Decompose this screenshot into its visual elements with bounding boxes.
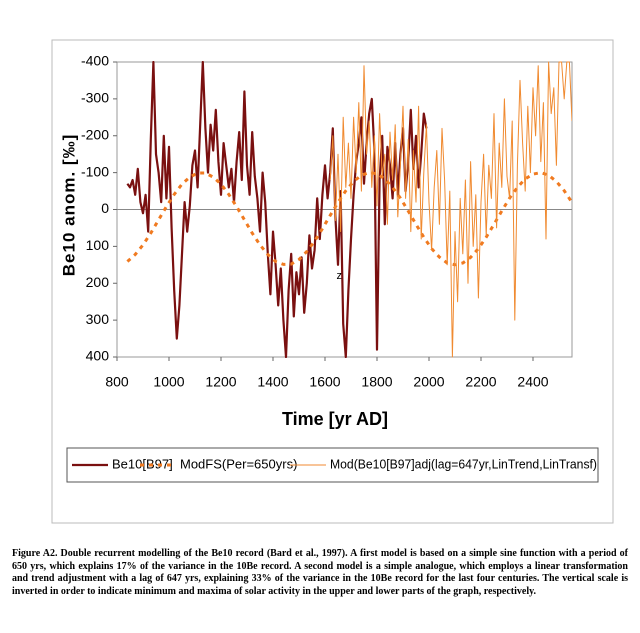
x-tick-label: 1800 (361, 374, 392, 390)
series-line (329, 61, 572, 358)
x-tick-label: 1000 (153, 374, 184, 390)
x-tick-label: 1600 (309, 374, 340, 390)
y-tick-label: 300 (86, 311, 110, 327)
y-tick-label: 100 (86, 237, 110, 253)
chart: Be10 anom. [‰] Time [yr AD] -400 -300 -200… (51, 39, 614, 524)
y-axis-label: Be10 anom. [‰] (59, 134, 78, 276)
y-tick-label: -200 (81, 126, 109, 142)
x-tick-label: 1400 (257, 374, 288, 390)
x-tick-label: 2000 (413, 374, 444, 390)
y-tick-label: -100 (81, 163, 109, 179)
y-tick-label: -400 (81, 53, 109, 69)
x-axis-label: Time [yr AD] (282, 409, 388, 429)
y-tick-label: 0 (101, 200, 109, 216)
series-line (126, 171, 572, 267)
legend-box (66, 447, 599, 483)
y-tick-label: -300 (81, 90, 109, 106)
x-tick-label: 800 (105, 374, 129, 390)
series-line (126, 61, 428, 358)
legend-label: Mod(Be10[B97]adj(lag=647yr,LinTrend,LinT… (330, 456, 597, 471)
y-tick-label: 400 (86, 348, 110, 364)
y-tick-label: 200 (86, 274, 110, 290)
x-tick-label: 2200 (465, 374, 496, 390)
caption: Figure A2. Double recurrent modelling of… (12, 548, 628, 597)
chart-frame (51, 39, 614, 524)
x-tick-label: 2400 (517, 374, 548, 390)
annotation: z (337, 270, 343, 282)
x-tick-label: 1200 (205, 374, 236, 390)
legend-label: ModFS(Per=650yrs) (180, 456, 297, 471)
